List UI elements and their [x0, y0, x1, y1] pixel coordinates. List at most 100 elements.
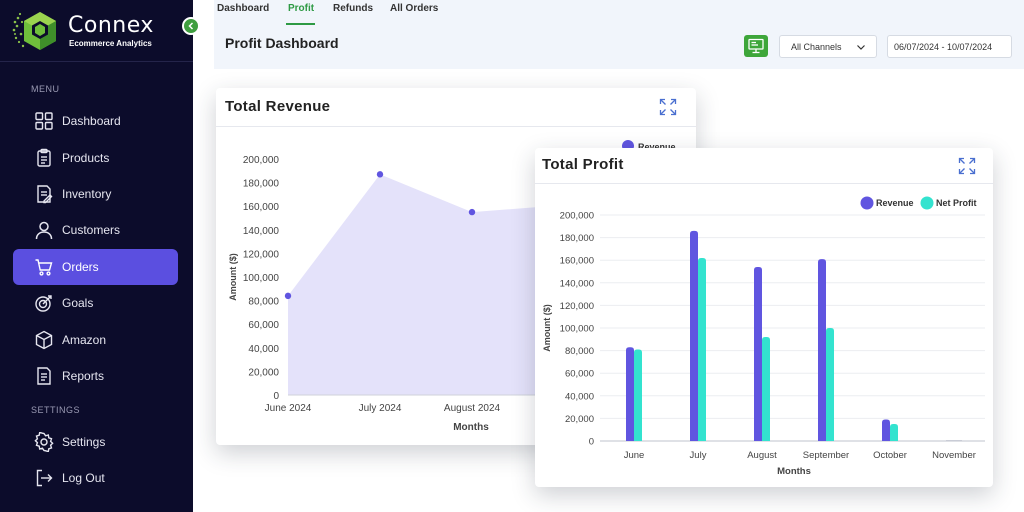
goals-icon — [35, 295, 52, 312]
sidebar-item-orders[interactable]: Orders — [13, 249, 178, 285]
sidebar-item-amazon[interactable]: Amazon — [13, 322, 178, 358]
sidebar-item-inventory[interactable]: Inventory — [13, 176, 178, 212]
sidebar-item-label: Log Out — [62, 471, 105, 485]
tab-refunds[interactable]: Refunds — [333, 3, 373, 14]
channel-select-value: All Channels — [791, 42, 842, 52]
menu-section-label: MENU — [31, 84, 60, 94]
bar-net-profit — [634, 349, 642, 441]
expand-icon[interactable] — [958, 157, 976, 175]
sidebar-item-label: Reports — [62, 369, 105, 383]
report-icon — [37, 367, 51, 385]
tab-all-orders[interactable]: All Orders — [390, 3, 439, 14]
y-tick-label: 200,000 — [243, 155, 280, 166]
data-point — [284, 292, 292, 300]
channel-select[interactable]: All Channels — [779, 35, 877, 58]
y-tick-label: 160,000 — [243, 202, 280, 213]
legend-label: Revenue — [638, 142, 676, 152]
bar-revenue — [754, 266, 762, 441]
sidebar-item-goals[interactable]: Goals — [13, 285, 178, 321]
brand-name: Connex — [68, 13, 154, 38]
bar-net-profit — [698, 257, 706, 441]
sidebar-item-label: Amazon — [62, 333, 107, 347]
collapse-sidebar-button[interactable] — [182, 17, 200, 35]
x-tick-label: August 2024 — [444, 403, 501, 414]
bar-revenue — [946, 440, 954, 441]
profit-chart: Revenue Net Profit 200,000 180,000 160,000 14… — [542, 196, 985, 477]
page-title: Profit Dashboard — [225, 35, 339, 51]
sidebar-item-label: Dashboard — [62, 114, 121, 128]
tab-profit[interactable]: Profit — [288, 3, 315, 14]
sidebar-divider — [0, 61, 193, 62]
total-profit-card: Total Profit Revenue Net Profit 200,000 180… — [535, 148, 993, 487]
x-tick-label: June 2024 — [265, 403, 312, 414]
card-divider — [535, 183, 993, 184]
bar-revenue — [882, 419, 890, 441]
gear-icon — [34, 432, 54, 452]
x-tick-label: November — [932, 450, 976, 461]
monitor-icon — [748, 38, 764, 54]
bar-revenue — [690, 230, 698, 441]
y-tick-label: 120,000 — [560, 301, 594, 312]
sidebar-item-label: Inventory — [62, 187, 112, 201]
settings-section-label: SETTINGS — [31, 405, 81, 415]
y-tick-label: 180,000 — [243, 179, 280, 190]
legend-label: Net Profit — [936, 198, 977, 208]
expand-icon[interactable] — [659, 98, 677, 116]
sidebar-item-label: Settings — [62, 435, 106, 449]
y-tick-label: 0 — [273, 391, 279, 402]
sidebar-item-logout[interactable]: Log Out — [13, 460, 178, 496]
box-icon — [35, 330, 53, 350]
data-point — [376, 171, 384, 178]
logout-icon — [36, 469, 53, 487]
x-tick-label: October — [873, 450, 907, 461]
sidebar-item-products[interactable]: Products — [13, 140, 178, 176]
x-axis-label: Months — [777, 466, 811, 477]
bar-revenue — [818, 259, 826, 441]
chevron-left-icon — [188, 22, 194, 30]
tab-dashboard[interactable]: Dashboard — [217, 3, 270, 14]
bar-net-profit — [890, 424, 898, 441]
sidebar-item-reports[interactable]: Reports — [13, 358, 178, 394]
y-tick-label: 200,000 — [560, 211, 594, 222]
x-axis-label: Months — [453, 422, 489, 433]
y-tick-label: 100,000 — [243, 273, 280, 284]
cart-icon — [35, 259, 53, 276]
y-tick-label: 140,000 — [560, 278, 594, 289]
profit-card-title: Total Profit — [542, 156, 624, 173]
dashboard-grid-icon — [35, 112, 53, 130]
data-point — [468, 208, 476, 216]
active-tab-indicator — [286, 23, 315, 25]
sidebar-item-customers[interactable]: Customers — [13, 212, 178, 248]
sidebar-item-label: Customers — [62, 223, 121, 237]
y-tick-label: 160,000 — [560, 256, 594, 267]
brand[interactable]: Connex Ecommerce Analytics — [12, 8, 187, 54]
y-axis-label: Amount ($) — [228, 253, 238, 301]
x-tick-label: August — [747, 450, 777, 461]
x-tick-label: September — [803, 450, 849, 461]
y-tick-label: 40,000 — [565, 391, 594, 402]
revenue-area — [288, 174, 564, 395]
sidebar-item-label: Products — [62, 151, 110, 165]
date-range-picker[interactable]: 06/07/2024 - 10/07/2024 — [887, 35, 1012, 58]
connex-logo-icon — [12, 12, 56, 50]
y-tick-label: 60,000 — [565, 369, 594, 380]
legend-swatch — [920, 196, 934, 210]
y-axis-label: Amount ($) — [542, 304, 552, 352]
revenue-chart: Revenue 200,000 180,000 160,000 140,000 120,0… — [228, 140, 696, 433]
chevron-down-icon — [857, 45, 865, 50]
monitor-view-button[interactable] — [744, 35, 768, 57]
sidebar-item-dashboard[interactable]: Dashboard — [13, 103, 178, 139]
y-tick-label: 20,000 — [565, 414, 594, 425]
y-tick-label: 80,000 — [565, 346, 594, 357]
clipboard-icon — [37, 148, 51, 167]
legend-swatch — [860, 196, 874, 210]
bar-revenue — [626, 347, 634, 441]
sidebar-item-label: Goals — [62, 296, 94, 310]
y-tick-label: 20,000 — [248, 367, 279, 378]
y-tick-label: 80,000 — [248, 297, 279, 308]
sidebar-item-settings[interactable]: Settings — [13, 424, 178, 460]
date-range-value: 06/07/2024 - 10/07/2024 — [894, 42, 993, 52]
y-tick-label: 60,000 — [248, 320, 279, 331]
bar-net-profit — [954, 440, 962, 441]
y-tick-label: 40,000 — [248, 344, 279, 355]
